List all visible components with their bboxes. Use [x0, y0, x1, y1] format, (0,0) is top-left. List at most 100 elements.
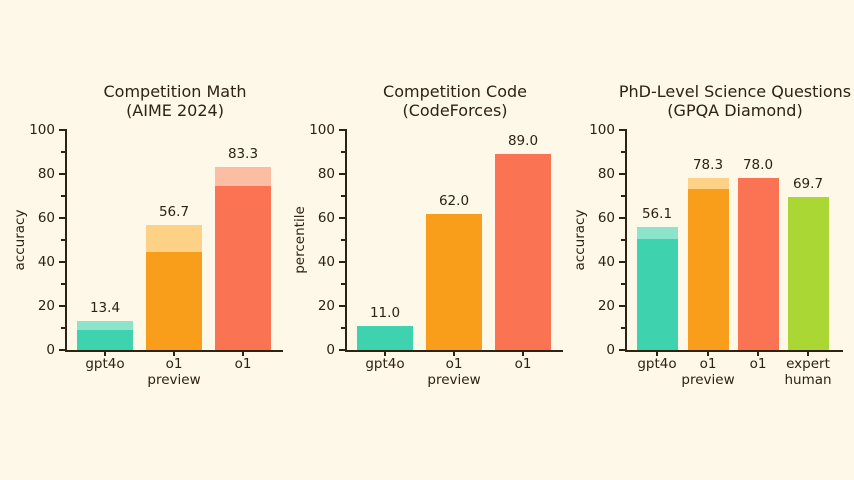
x-tick: [173, 352, 175, 356]
bar-value-label: 78.3: [692, 156, 724, 173]
y-tick-label: 60: [597, 210, 615, 226]
bar-solid: [737, 178, 779, 350]
y-tick-major: [619, 261, 625, 263]
bar-value-label: 56.1: [641, 205, 673, 222]
y-axis-line: [65, 129, 67, 352]
y-tick-minor: [621, 195, 625, 197]
y-axis-label: accuracy: [572, 209, 588, 271]
bar-light-top: [146, 225, 202, 252]
x-tick-label: o1: [514, 356, 532, 372]
y-tick-label: 40: [597, 254, 615, 270]
y-tick-major: [619, 349, 625, 351]
y-tick-minor: [61, 239, 65, 241]
y-axis-label: accuracy: [12, 209, 28, 271]
x-tick: [104, 352, 106, 356]
x-tick-label: expert human: [784, 356, 832, 388]
bar-value-label: 56.7: [158, 204, 190, 221]
y-tick-label: 60: [317, 210, 335, 226]
chart-title: Competition Code (CodeForces): [383, 82, 527, 120]
y-tick-minor: [341, 283, 345, 285]
y-tick-label: 100: [29, 122, 55, 138]
y-tick-major: [619, 173, 625, 175]
y-tick-major: [339, 129, 345, 131]
y-tick-major: [339, 305, 345, 307]
x-axis-line: [65, 350, 283, 352]
bar-value-label: 11.0: [369, 304, 401, 321]
bar-value-label: 89.0: [507, 133, 539, 150]
y-tick-label: 80: [317, 166, 335, 182]
y-tick-major: [59, 217, 65, 219]
x-tick-label: o1: [234, 356, 252, 372]
y-tick-minor: [61, 327, 65, 329]
y-tick-major: [339, 261, 345, 263]
bar-value-label: 62.0: [438, 192, 470, 209]
bar-light-top: [636, 226, 678, 239]
x-tick-label: gpt4o: [637, 356, 677, 372]
y-tick-major: [619, 129, 625, 131]
x-tick: [757, 352, 759, 356]
y-tick-major: [59, 173, 65, 175]
chart-title: Competition Math (AIME 2024): [103, 82, 247, 120]
x-tick: [522, 352, 524, 356]
y-tick-label: 40: [37, 254, 55, 270]
y-axis-line: [345, 129, 347, 352]
x-tick: [242, 352, 244, 356]
y-tick-label: 60: [37, 210, 55, 226]
y-axis-line: [625, 129, 627, 352]
x-tick: [707, 352, 709, 356]
x-tick: [453, 352, 455, 356]
x-tick-label: gpt4o: [365, 356, 405, 372]
y-tick-label: 80: [37, 166, 55, 182]
x-tick-label: o1: [749, 356, 767, 372]
x-axis-line: [625, 350, 843, 352]
bar-value-label: 83.3: [227, 145, 259, 162]
x-tick-label: o1 preview: [427, 356, 481, 388]
y-tick-label: 0: [46, 342, 55, 358]
y-tick-minor: [61, 283, 65, 285]
bar-value-label: 13.4: [89, 299, 121, 316]
bar-value-label: 69.7: [792, 175, 824, 192]
x-tick-label: o1 preview: [681, 356, 735, 388]
y-tick-major: [339, 173, 345, 175]
bar-solid: [215, 186, 271, 350]
y-tick-label: 40: [317, 254, 335, 270]
x-tick-label: o1 preview: [147, 356, 201, 388]
bar-solid: [146, 251, 202, 350]
bar-light-top: [687, 177, 729, 189]
y-tick-major: [59, 129, 65, 131]
x-axis-line: [345, 350, 563, 352]
bar-solid: [787, 196, 829, 350]
y-tick-minor: [621, 283, 625, 285]
x-tick: [807, 352, 809, 356]
y-tick-label: 20: [597, 298, 615, 314]
y-tick-major: [59, 349, 65, 351]
y-tick-label: 20: [317, 298, 335, 314]
y-tick-label: 0: [326, 342, 335, 358]
bar-solid: [495, 154, 551, 350]
y-tick-label: 0: [606, 342, 615, 358]
x-tick: [656, 352, 658, 356]
y-tick-label: 100: [589, 122, 615, 138]
y-tick-minor: [621, 151, 625, 153]
chart-title: PhD-Level Science Questions (GPQA Diamon…: [618, 82, 852, 120]
y-tick-label: 80: [597, 166, 615, 182]
bar-solid: [426, 213, 482, 350]
y-tick-major: [339, 349, 345, 351]
y-axis-label: percentile: [292, 206, 308, 274]
y-tick-major: [59, 305, 65, 307]
y-tick-minor: [341, 327, 345, 329]
y-tick-major: [619, 305, 625, 307]
y-tick-minor: [341, 151, 345, 153]
x-tick: [384, 352, 386, 356]
y-tick-minor: [61, 151, 65, 153]
y-tick-minor: [341, 195, 345, 197]
x-tick-label: gpt4o: [85, 356, 125, 372]
bar-solid: [636, 238, 678, 350]
bar-light-top: [77, 320, 133, 330]
y-tick-major: [339, 217, 345, 219]
y-tick-minor: [621, 239, 625, 241]
y-tick-label: 20: [37, 298, 55, 314]
y-tick-major: [59, 261, 65, 263]
bar-value-label: 78.0: [742, 157, 774, 174]
